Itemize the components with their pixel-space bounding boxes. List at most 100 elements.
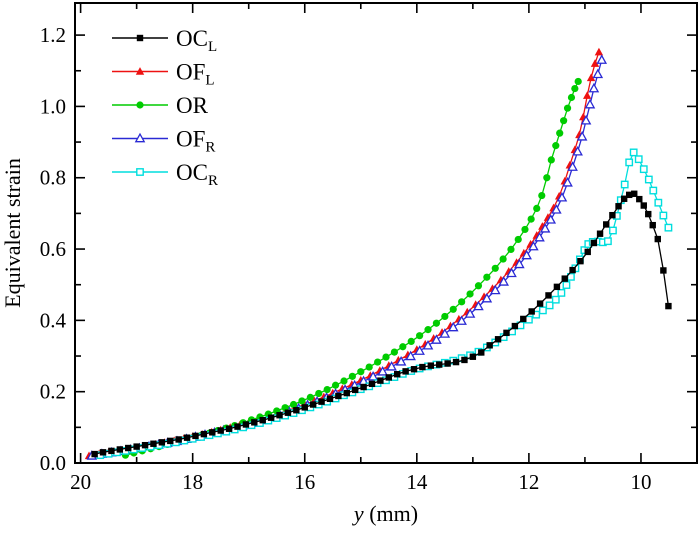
marker-square-filled <box>99 449 107 456</box>
marker-square-filled <box>469 353 477 360</box>
x-tick-label: 18 <box>182 470 203 494</box>
marker-circle-filled <box>298 397 306 405</box>
marker-triangle-open <box>367 370 379 381</box>
marker-square-open <box>625 158 634 167</box>
marker-square-filled <box>603 221 610 228</box>
marker-triangle-open <box>556 191 568 202</box>
marker-circle-filled <box>474 282 483 290</box>
marker-triangle-open <box>584 98 596 109</box>
marker-circle-filled <box>289 400 298 409</box>
marker-triangle-open <box>528 240 539 251</box>
marker-triangle-open <box>405 350 416 361</box>
marker-square-filled <box>511 322 519 330</box>
marker-square-filled <box>351 386 359 394</box>
y-tick-label: 0.4 <box>40 308 67 332</box>
marker-square-filled <box>503 329 510 337</box>
marker-triangle-open <box>545 214 557 224</box>
marker-triangle-open <box>562 176 573 187</box>
marker-circle-filled <box>491 264 499 272</box>
marker-square-filled <box>125 444 132 452</box>
marker-triangle-open <box>572 145 583 156</box>
marker-triangle-open <box>447 321 459 332</box>
y-tick-labels: 0.0 0.2 0.4 0.6 0.8 1.0 1.2 <box>40 23 67 475</box>
marker-square-open <box>604 237 612 246</box>
y-tick-label: 0.6 <box>40 237 66 261</box>
marker-triangle-open <box>592 68 604 79</box>
marker-square-filled <box>136 34 144 42</box>
marker-square-filled <box>536 300 544 307</box>
marker-square-filled <box>631 190 638 197</box>
marker-square-filled <box>419 363 426 371</box>
marker-triangle-filled <box>586 73 596 82</box>
marker-triangle-open <box>456 315 467 325</box>
y-tick-label: 0.2 <box>40 380 66 404</box>
marker-square-filled <box>640 202 647 209</box>
marker-circle-filled <box>432 319 441 327</box>
x-tick-label: 14 <box>406 470 428 494</box>
marker-circle-filled <box>449 305 457 313</box>
marker-square-filled <box>108 447 115 455</box>
marker-square-filled <box>91 450 98 458</box>
marker-triangle-open <box>551 204 562 214</box>
marker-circle-filled <box>407 337 415 346</box>
marker-square-filled <box>561 275 568 282</box>
marker-circle-filled <box>323 385 331 394</box>
marker-square-open <box>136 168 144 176</box>
marker-square-filled <box>577 257 584 265</box>
y-tick-label: 0.0 <box>40 451 66 475</box>
marker-triangle-open <box>588 82 600 93</box>
legend-item-OFR: OFR <box>112 127 215 156</box>
marker-square-open <box>649 186 658 195</box>
marker-square-open <box>629 148 638 157</box>
marker-square-filled <box>385 374 393 381</box>
marker-circle-filled <box>563 104 572 112</box>
marker-square-filled <box>234 423 241 430</box>
marker-triangle-filled <box>594 47 604 56</box>
marker-triangle-filled <box>135 67 145 75</box>
marker-square-filled <box>192 432 199 440</box>
marker-square-filled <box>360 383 367 391</box>
marker-triangle-open <box>422 339 434 350</box>
legend-item-OR: OR <box>112 93 209 118</box>
marker-square-filled <box>217 427 224 434</box>
marker-square-filled <box>175 436 182 443</box>
marker-circle-filled <box>514 235 522 244</box>
series-OCL-markers <box>91 190 672 458</box>
marker-triangle-open <box>473 300 484 311</box>
marker-square-filled <box>590 239 598 247</box>
marker-square-filled <box>183 434 191 441</box>
marker-circle-filled <box>136 101 144 109</box>
marker-circle-filled <box>547 156 555 164</box>
marker-circle-filled <box>552 142 560 150</box>
marker-square-filled <box>410 366 418 373</box>
marker-square-filled <box>267 414 275 421</box>
marker-square-filled <box>609 211 616 219</box>
marker-circle-filled <box>543 174 551 182</box>
marker-square-filled <box>584 248 591 256</box>
marker-square-filled <box>486 342 493 349</box>
marker-triangle-open <box>506 267 517 278</box>
marker-circle-filled <box>533 204 541 212</box>
marker-triangle-open <box>377 365 388 376</box>
marker-square-open <box>609 226 617 235</box>
marker-triangle-open <box>386 360 397 371</box>
marker-square-filled <box>596 230 604 237</box>
marker-square-filled <box>545 292 552 299</box>
marker-square-filled <box>326 395 334 403</box>
marker-square-filled <box>569 266 576 274</box>
marker-triangle-open <box>534 231 545 242</box>
legend-label: OFR <box>176 127 215 156</box>
marker-square-filled <box>343 389 350 397</box>
marker-square-open <box>654 198 663 207</box>
marker-square-open <box>551 295 560 304</box>
series-OCL <box>91 190 672 458</box>
marker-triangle-open <box>414 345 425 355</box>
marker-square-filled <box>335 392 342 400</box>
marker-square-filled <box>225 425 233 432</box>
marker-triangle-open <box>514 258 525 269</box>
marker-circle-filled <box>357 368 365 376</box>
marker-circle-filled <box>348 372 356 380</box>
marker-circle-filled <box>499 255 507 263</box>
marker-triangle-open <box>567 161 578 171</box>
